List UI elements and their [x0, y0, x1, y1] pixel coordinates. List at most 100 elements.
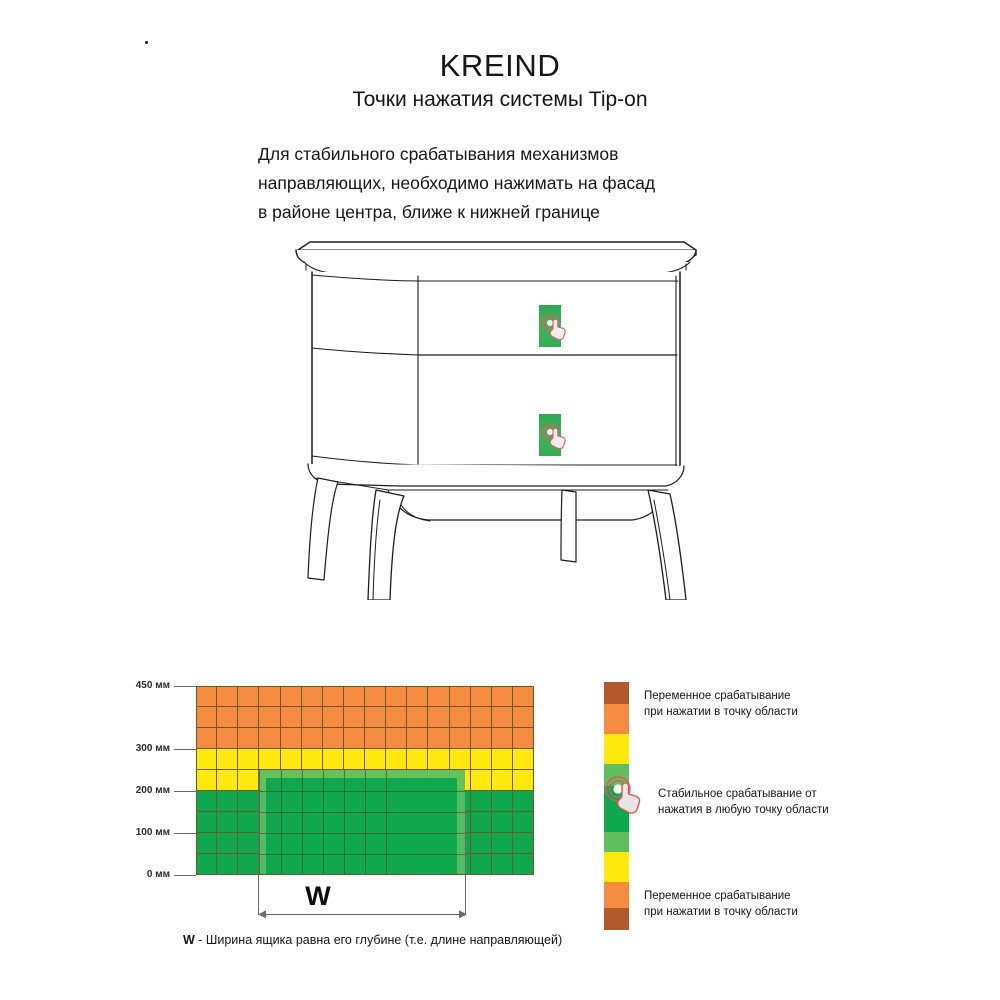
hand-press-icon: [541, 314, 566, 341]
heatmap-cell: [512, 707, 534, 728]
heatmap-cell: [449, 707, 471, 728]
intro-paragraph: Для стабильного срабатывания механизмов …: [258, 140, 778, 227]
stray-dot-artifact: [145, 41, 148, 44]
legend-band: [604, 734, 629, 764]
heatmap-cell: [238, 833, 260, 854]
heatmap-cell: [491, 791, 513, 812]
heatmap-cell: [217, 812, 239, 833]
heatmap-cell: [407, 707, 429, 728]
heatmap-cell: [343, 728, 365, 749]
heatmap-cell: [428, 707, 450, 728]
heatmap-cell: [407, 728, 429, 749]
heatmap-cell: [428, 728, 450, 749]
heatmap-cell: [365, 707, 387, 728]
legend-line-2: при нажатии в точку области: [644, 906, 798, 918]
legend-item-stable: Стабильное срабатывание от нажатия в люб…: [658, 786, 829, 818]
legend-band: [604, 704, 629, 734]
y-axis-tick: [174, 791, 196, 792]
nightstand-illustration: [280, 228, 710, 600]
heatmap-cell: [491, 854, 513, 875]
heatmap-cell: [428, 686, 450, 707]
heatmap-cell: [407, 686, 429, 707]
heatmap-cell: [217, 686, 239, 707]
legend-line-1: Переменное срабатывание: [644, 890, 791, 902]
heatmap-cell: [470, 728, 492, 749]
hand-press-icon: [541, 423, 566, 450]
heatmap-cell: [512, 686, 534, 707]
y-axis-tick: [174, 833, 196, 834]
heatmap-cell: [301, 749, 323, 770]
w-arrow-left-icon: [258, 910, 266, 919]
page-title: KREIND: [439, 48, 561, 83]
heatmap-cell: [386, 686, 408, 707]
heatmap-cell: [470, 707, 492, 728]
legend-color-strip: [604, 682, 629, 930]
heatmap-cell: [301, 686, 323, 707]
w-extension-right: [465, 810, 466, 915]
y-axis-tick: [174, 686, 196, 687]
heatmap-grid: [196, 686, 534, 875]
y-axis-label: 200 мм: [135, 785, 170, 796]
heatmap-cell: [238, 707, 260, 728]
heatmap-cell: [470, 770, 492, 791]
heatmap-cell: [449, 686, 471, 707]
heatmap-cell: [238, 749, 260, 770]
legend-line-2: при нажатии в точку области: [644, 706, 798, 718]
press-point-upper-drawer[interactable]: [539, 305, 566, 347]
heatmap-cell: [470, 812, 492, 833]
y-axis-label: 450 мм: [135, 680, 170, 691]
heatmap-cell: [512, 791, 534, 812]
heatmap-cell: [217, 770, 239, 791]
heatmap-cell: [322, 749, 344, 770]
heatmap-cell: [491, 728, 513, 749]
heatmap-cell: [343, 707, 365, 728]
heatmap-cell: [386, 749, 408, 770]
heatmap-cell: [280, 749, 302, 770]
heatmap-cell: [196, 812, 218, 833]
heatmap-cell: [512, 812, 534, 833]
legend-line-2: нажатия в любую точку области: [658, 804, 829, 816]
heatmap-cell: [196, 833, 218, 854]
legend-band: [604, 852, 629, 882]
heatmap-cell: [217, 707, 239, 728]
w-label: W: [305, 881, 331, 911]
heatmap-cell: [217, 749, 239, 770]
heatmap-cell: [259, 707, 281, 728]
stable-region-fill: [266, 778, 457, 875]
heatmap-cell: [470, 686, 492, 707]
heatmap-cell: [196, 854, 218, 875]
heatmap-cell: [322, 728, 344, 749]
legend-line-1: Стабильное срабатывание от: [658, 788, 817, 800]
w-caption: W - Ширина ящика равна его глубине (т.е.…: [183, 933, 562, 947]
y-axis-label: 300 мм: [135, 743, 170, 754]
heatmap-cell: [217, 728, 239, 749]
heatmap-cell: [512, 770, 534, 791]
heatmap-cell: [386, 728, 408, 749]
page-subtitle: Точки нажатия системы Tip-on: [352, 88, 648, 111]
heatmap-cell: [470, 791, 492, 812]
legend-item-variable-bottom: Переменное срабатывание при нажатии в то…: [644, 888, 798, 920]
heatmap-cell: [238, 854, 260, 875]
heatmap-cell: [449, 749, 471, 770]
heatmap-cell: [343, 749, 365, 770]
heatmap-cell: [238, 770, 260, 791]
heatmap-cell: [491, 707, 513, 728]
heatmap-cell: [238, 686, 260, 707]
w-caption-text: - Ширина ящика равна его глубине (т.е. д…: [194, 933, 563, 947]
press-point-lower-drawer[interactable]: [539, 414, 566, 456]
heatmap-cell: [365, 686, 387, 707]
intro-line-1: Для стабильного срабатывания механизмов: [258, 144, 619, 164]
heatmap-cell: [259, 728, 281, 749]
heatmap-cell: [217, 791, 239, 812]
heatmap-cell: [322, 707, 344, 728]
intro-line-3: в районе центра, ближе к нижней границе: [258, 202, 600, 222]
heatmap-cell: [196, 749, 218, 770]
y-axis-label: 0 мм: [146, 869, 170, 880]
heatmap-cell: [280, 686, 302, 707]
heatmap-cell: [196, 686, 218, 707]
heatmap-cell: [512, 749, 534, 770]
heatmap-cell: [343, 686, 365, 707]
y-axis-tick: [174, 749, 196, 750]
heatmap-cell: [196, 791, 218, 812]
